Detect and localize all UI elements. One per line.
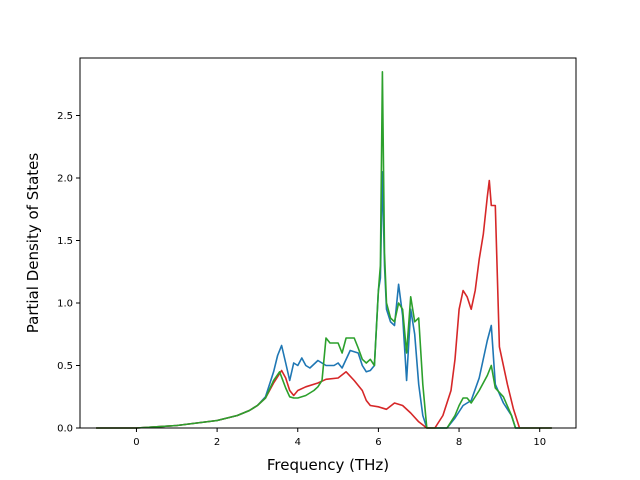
y-tick-label: 1.0 <box>57 299 73 310</box>
series-line-3 <box>96 71 552 429</box>
tick-layer: 0 2 4 6 8 10 0.0 0.5 1.0 1.5 2.0 2.5 <box>57 111 546 448</box>
y-tick-label: 2.0 <box>57 174 73 185</box>
x-tick-label: 2 <box>214 437 220 448</box>
x-axis-label: Frequency (THz) <box>267 456 389 474</box>
x-tick-label: 6 <box>375 437 381 448</box>
y-tick-label: 0.5 <box>57 361 73 372</box>
plot-frame <box>79 57 577 429</box>
series-layer <box>96 71 552 429</box>
y-axis-label: Partial Density of States <box>24 153 42 334</box>
x-tick-label: 10 <box>533 437 546 448</box>
y-tick-label: 0.0 <box>57 424 73 435</box>
y-tick-label: 1.5 <box>57 236 73 247</box>
x-tick-label: 8 <box>456 437 462 448</box>
x-tick-label: 0 <box>133 437 139 448</box>
x-tick-label: 4 <box>295 437 301 448</box>
y-tick-label: 2.5 <box>57 111 73 122</box>
